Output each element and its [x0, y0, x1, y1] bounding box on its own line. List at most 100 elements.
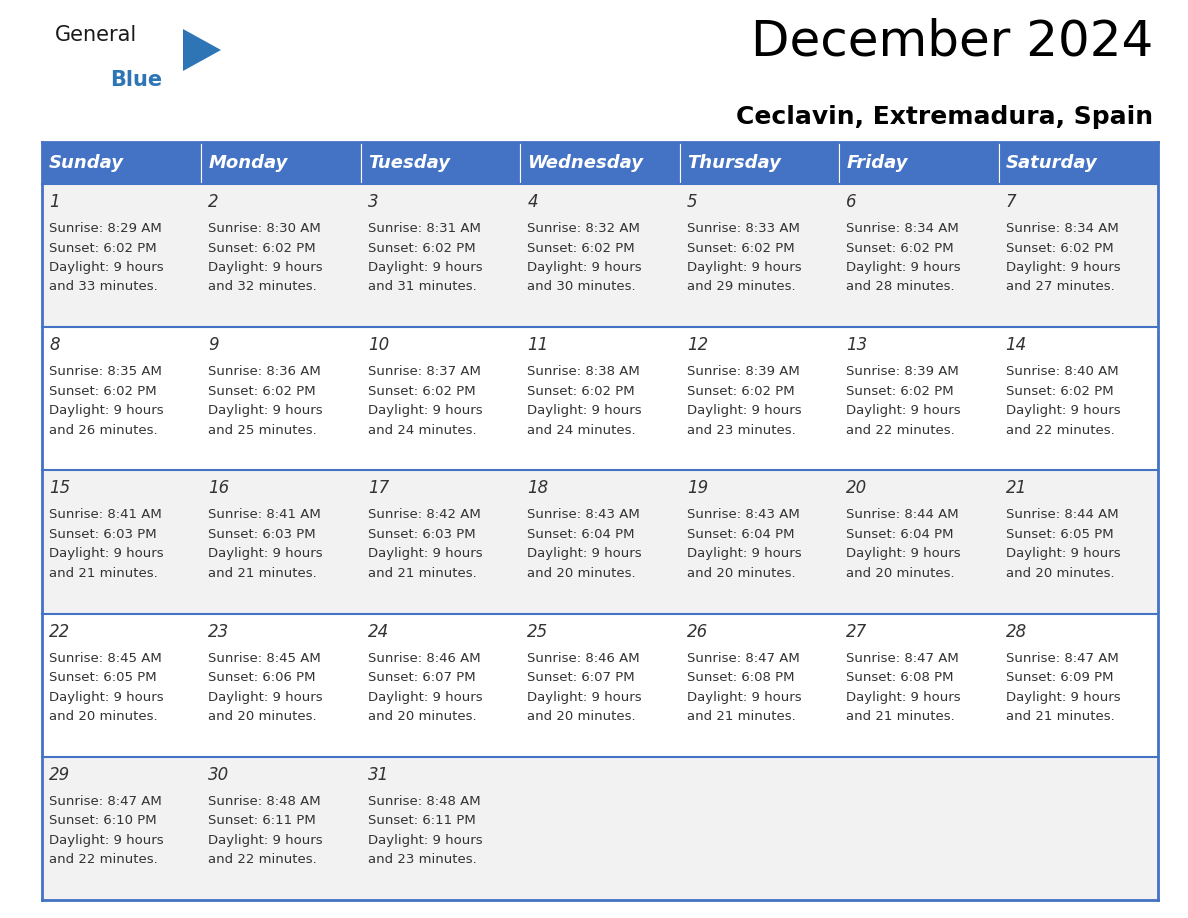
- Text: Daylight: 9 hours: Daylight: 9 hours: [208, 547, 323, 560]
- Text: 13: 13: [846, 336, 867, 354]
- Text: and 22 minutes.: and 22 minutes.: [49, 854, 158, 867]
- Text: 9: 9: [208, 336, 219, 354]
- Text: 3: 3: [368, 193, 379, 211]
- Text: Daylight: 9 hours: Daylight: 9 hours: [208, 690, 323, 703]
- Text: Sunrise: 8:38 AM: Sunrise: 8:38 AM: [527, 365, 640, 378]
- Text: Sunrise: 8:43 AM: Sunrise: 8:43 AM: [687, 509, 800, 521]
- Text: Sunset: 6:04 PM: Sunset: 6:04 PM: [846, 528, 954, 541]
- Text: Wednesday: Wednesday: [527, 154, 643, 172]
- Text: Sunrise: 8:44 AM: Sunrise: 8:44 AM: [846, 509, 959, 521]
- Text: Ceclavin, Extremadura, Spain: Ceclavin, Extremadura, Spain: [735, 105, 1154, 129]
- Text: Sunset: 6:03 PM: Sunset: 6:03 PM: [208, 528, 316, 541]
- Text: Sunset: 6:02 PM: Sunset: 6:02 PM: [208, 241, 316, 254]
- Text: Sunrise: 8:47 AM: Sunrise: 8:47 AM: [687, 652, 800, 665]
- Bar: [839, 142, 999, 184]
- Text: Sunrise: 8:44 AM: Sunrise: 8:44 AM: [1005, 509, 1118, 521]
- Text: Sunset: 6:07 PM: Sunset: 6:07 PM: [527, 671, 634, 684]
- Text: 4: 4: [527, 193, 538, 211]
- Bar: [42, 613, 1158, 756]
- Text: Sunset: 6:09 PM: Sunset: 6:09 PM: [1005, 671, 1113, 684]
- Text: 29: 29: [49, 766, 70, 784]
- Text: and 20 minutes.: and 20 minutes.: [846, 567, 955, 580]
- Text: Daylight: 9 hours: Daylight: 9 hours: [208, 404, 323, 417]
- Text: Sunrise: 8:48 AM: Sunrise: 8:48 AM: [208, 795, 321, 808]
- Bar: [42, 756, 1158, 900]
- Text: Sunset: 6:04 PM: Sunset: 6:04 PM: [687, 528, 795, 541]
- Text: Daylight: 9 hours: Daylight: 9 hours: [1005, 404, 1120, 417]
- Text: Sunset: 6:05 PM: Sunset: 6:05 PM: [1005, 528, 1113, 541]
- Text: 5: 5: [687, 193, 697, 211]
- Bar: [42, 184, 1158, 327]
- Text: Sunset: 6:02 PM: Sunset: 6:02 PM: [368, 241, 475, 254]
- Text: Daylight: 9 hours: Daylight: 9 hours: [687, 261, 802, 274]
- Text: and 28 minutes.: and 28 minutes.: [846, 281, 955, 294]
- Text: and 20 minutes.: and 20 minutes.: [49, 711, 158, 723]
- Text: 7: 7: [1005, 193, 1016, 211]
- Text: Daylight: 9 hours: Daylight: 9 hours: [368, 404, 482, 417]
- Text: and 24 minutes.: and 24 minutes.: [368, 424, 476, 437]
- Text: Thursday: Thursday: [687, 154, 781, 172]
- Text: Daylight: 9 hours: Daylight: 9 hours: [49, 547, 164, 560]
- Text: and 25 minutes.: and 25 minutes.: [208, 424, 317, 437]
- Text: Sunrise: 8:45 AM: Sunrise: 8:45 AM: [208, 652, 321, 665]
- Text: Blue: Blue: [110, 70, 162, 90]
- Text: Daylight: 9 hours: Daylight: 9 hours: [208, 834, 323, 846]
- Text: Sunrise: 8:48 AM: Sunrise: 8:48 AM: [368, 795, 480, 808]
- Text: and 20 minutes.: and 20 minutes.: [368, 711, 476, 723]
- Text: Daylight: 9 hours: Daylight: 9 hours: [1005, 690, 1120, 703]
- Text: Daylight: 9 hours: Daylight: 9 hours: [49, 690, 164, 703]
- Text: Sunset: 6:02 PM: Sunset: 6:02 PM: [846, 241, 954, 254]
- Polygon shape: [183, 29, 221, 71]
- Text: and 20 minutes.: and 20 minutes.: [208, 711, 317, 723]
- Text: Sunrise: 8:41 AM: Sunrise: 8:41 AM: [208, 509, 321, 521]
- Text: Sunset: 6:11 PM: Sunset: 6:11 PM: [368, 814, 475, 827]
- Text: and 21 minutes.: and 21 minutes.: [208, 567, 317, 580]
- Text: Sunset: 6:11 PM: Sunset: 6:11 PM: [208, 814, 316, 827]
- Text: 15: 15: [49, 479, 70, 498]
- Text: General: General: [55, 25, 138, 45]
- Text: Sunrise: 8:35 AM: Sunrise: 8:35 AM: [49, 365, 162, 378]
- Text: 26: 26: [687, 622, 708, 641]
- Text: Sunrise: 8:34 AM: Sunrise: 8:34 AM: [846, 222, 959, 235]
- Text: and 22 minutes.: and 22 minutes.: [208, 854, 317, 867]
- Text: Daylight: 9 hours: Daylight: 9 hours: [208, 261, 323, 274]
- Text: 31: 31: [368, 766, 390, 784]
- Text: Daylight: 9 hours: Daylight: 9 hours: [687, 404, 802, 417]
- Text: and 29 minutes.: and 29 minutes.: [687, 281, 795, 294]
- Text: 22: 22: [49, 622, 70, 641]
- Text: 2: 2: [208, 193, 219, 211]
- Text: Sunrise: 8:39 AM: Sunrise: 8:39 AM: [687, 365, 800, 378]
- Text: Sunset: 6:08 PM: Sunset: 6:08 PM: [846, 671, 954, 684]
- Text: Daylight: 9 hours: Daylight: 9 hours: [49, 404, 164, 417]
- Bar: [680, 142, 839, 184]
- Text: Tuesday: Tuesday: [368, 154, 450, 172]
- Text: Sunset: 6:02 PM: Sunset: 6:02 PM: [527, 241, 634, 254]
- Text: and 32 minutes.: and 32 minutes.: [208, 281, 317, 294]
- Text: and 26 minutes.: and 26 minutes.: [49, 424, 158, 437]
- Bar: [999, 142, 1158, 184]
- Text: 8: 8: [49, 336, 59, 354]
- Text: Sunrise: 8:30 AM: Sunrise: 8:30 AM: [208, 222, 321, 235]
- Text: 10: 10: [368, 336, 390, 354]
- Text: Daylight: 9 hours: Daylight: 9 hours: [368, 261, 482, 274]
- Bar: [42, 470, 1158, 613]
- Text: Friday: Friday: [846, 154, 908, 172]
- Text: Daylight: 9 hours: Daylight: 9 hours: [49, 261, 164, 274]
- Text: and 27 minutes.: and 27 minutes.: [1005, 281, 1114, 294]
- Text: 30: 30: [208, 766, 229, 784]
- Text: Sunrise: 8:33 AM: Sunrise: 8:33 AM: [687, 222, 800, 235]
- Text: Sunrise: 8:40 AM: Sunrise: 8:40 AM: [1005, 365, 1118, 378]
- Text: and 21 minutes.: and 21 minutes.: [1005, 711, 1114, 723]
- Text: Sunset: 6:07 PM: Sunset: 6:07 PM: [368, 671, 475, 684]
- Text: 25: 25: [527, 622, 549, 641]
- Text: 20: 20: [846, 479, 867, 498]
- Text: and 20 minutes.: and 20 minutes.: [687, 567, 795, 580]
- Text: Sunset: 6:02 PM: Sunset: 6:02 PM: [846, 385, 954, 397]
- Text: and 22 minutes.: and 22 minutes.: [846, 424, 955, 437]
- Text: Daylight: 9 hours: Daylight: 9 hours: [527, 547, 642, 560]
- Text: Daylight: 9 hours: Daylight: 9 hours: [527, 404, 642, 417]
- Text: Sunrise: 8:47 AM: Sunrise: 8:47 AM: [49, 795, 162, 808]
- Text: and 23 minutes.: and 23 minutes.: [687, 424, 796, 437]
- Text: Sunset: 6:02 PM: Sunset: 6:02 PM: [368, 385, 475, 397]
- Bar: [202, 142, 361, 184]
